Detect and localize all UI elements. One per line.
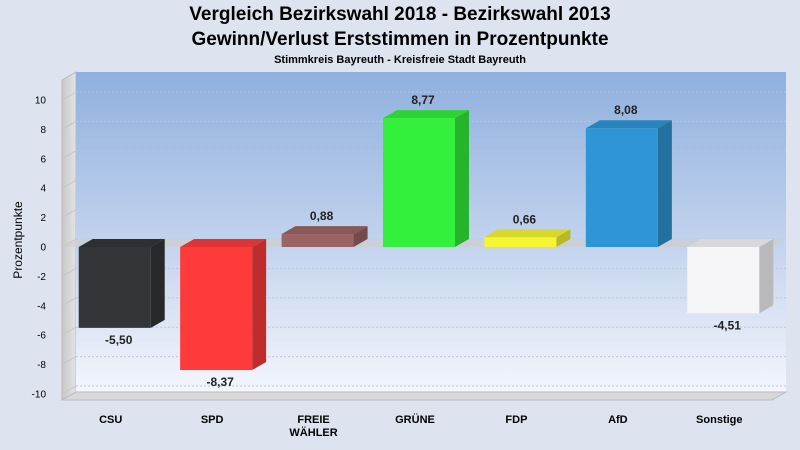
data-label: -4,51 xyxy=(714,318,742,332)
bars: -5,50 -8,37 0,88 8,77 0,66 8,08 -4,51 xyxy=(78,93,774,389)
data-label: 0,66 xyxy=(513,212,537,226)
y-tick-label: 4 xyxy=(40,184,46,195)
y-tick-label: 2 xyxy=(40,213,46,224)
y-axis-ticks: 10 8 6 4 2 0 -2 -4 -6 -8 -10 xyxy=(32,96,47,401)
chart-title-line-2: Gewinn/Verlust Erststimmen in Prozentpun… xyxy=(191,29,609,50)
bar-side xyxy=(252,239,267,371)
bar xyxy=(687,247,760,314)
bar-side xyxy=(759,239,774,314)
bar xyxy=(281,234,354,247)
bar-top xyxy=(78,239,165,247)
y-tick-label: -2 xyxy=(37,272,46,283)
data-label: 8,08 xyxy=(614,103,638,117)
bar-top xyxy=(383,110,469,119)
x-category-label: WÄHLER xyxy=(289,426,337,439)
bar-side xyxy=(556,229,571,247)
bar-side xyxy=(353,226,368,247)
gridline-side xyxy=(61,385,77,395)
bar-top xyxy=(687,239,774,247)
x-category-label: Sonstige xyxy=(696,414,742,426)
bar xyxy=(484,237,557,247)
gridline-side xyxy=(61,179,77,189)
gridline-side xyxy=(61,91,77,101)
y-tick-label: 6 xyxy=(40,154,46,165)
y-tick-label: -8 xyxy=(37,360,46,371)
data-label: -8,37 xyxy=(206,375,234,389)
x-category-label: AfD xyxy=(608,414,628,426)
y-tick-label: -10 xyxy=(32,390,47,401)
data-label: 8,77 xyxy=(411,93,435,107)
floor xyxy=(60,391,788,401)
x-category-label: FDP xyxy=(505,414,527,426)
y-tick-label: -4 xyxy=(37,301,46,312)
x-category-label: FREIE xyxy=(297,414,329,426)
chart-title-line-1: Vergleich Bezirkswahl 2018 - Bezirkswahl… xyxy=(189,4,611,25)
data-label: 0,88 xyxy=(310,209,334,223)
left-side-wall xyxy=(61,71,77,401)
x-category-label: SPD xyxy=(201,414,224,426)
gridline-side xyxy=(61,297,77,307)
x-category-label: CSU xyxy=(99,414,122,426)
gridline-side xyxy=(61,356,77,366)
bar xyxy=(585,128,658,247)
bar-top xyxy=(281,226,368,235)
y-tick-label: 10 xyxy=(35,96,47,107)
bar-top xyxy=(180,239,267,247)
bar-side xyxy=(657,120,672,247)
x-category-label: GRÜNE xyxy=(395,413,435,426)
bar-side xyxy=(150,239,165,328)
bar xyxy=(180,247,253,371)
y-tick-label: -6 xyxy=(37,331,46,342)
bar-top xyxy=(484,229,571,238)
bar-top xyxy=(585,120,672,129)
y-tick-label: 8 xyxy=(40,125,46,136)
y-tick-label: 0 xyxy=(40,243,46,254)
gridline-side xyxy=(61,150,77,160)
gridline-side xyxy=(61,120,77,130)
gridline-side xyxy=(61,267,77,277)
bar xyxy=(78,247,151,328)
bar xyxy=(383,118,455,248)
gridline-side xyxy=(61,209,77,219)
chart-subtitle: Stimmkreis Bayreuth - Kreisfreie Stadt B… xyxy=(274,54,526,66)
data-label: -5,50 xyxy=(105,333,133,347)
y-axis-label: Prozentpunkte xyxy=(11,201,25,279)
bar-side xyxy=(455,110,469,248)
gridline-side xyxy=(61,326,77,336)
